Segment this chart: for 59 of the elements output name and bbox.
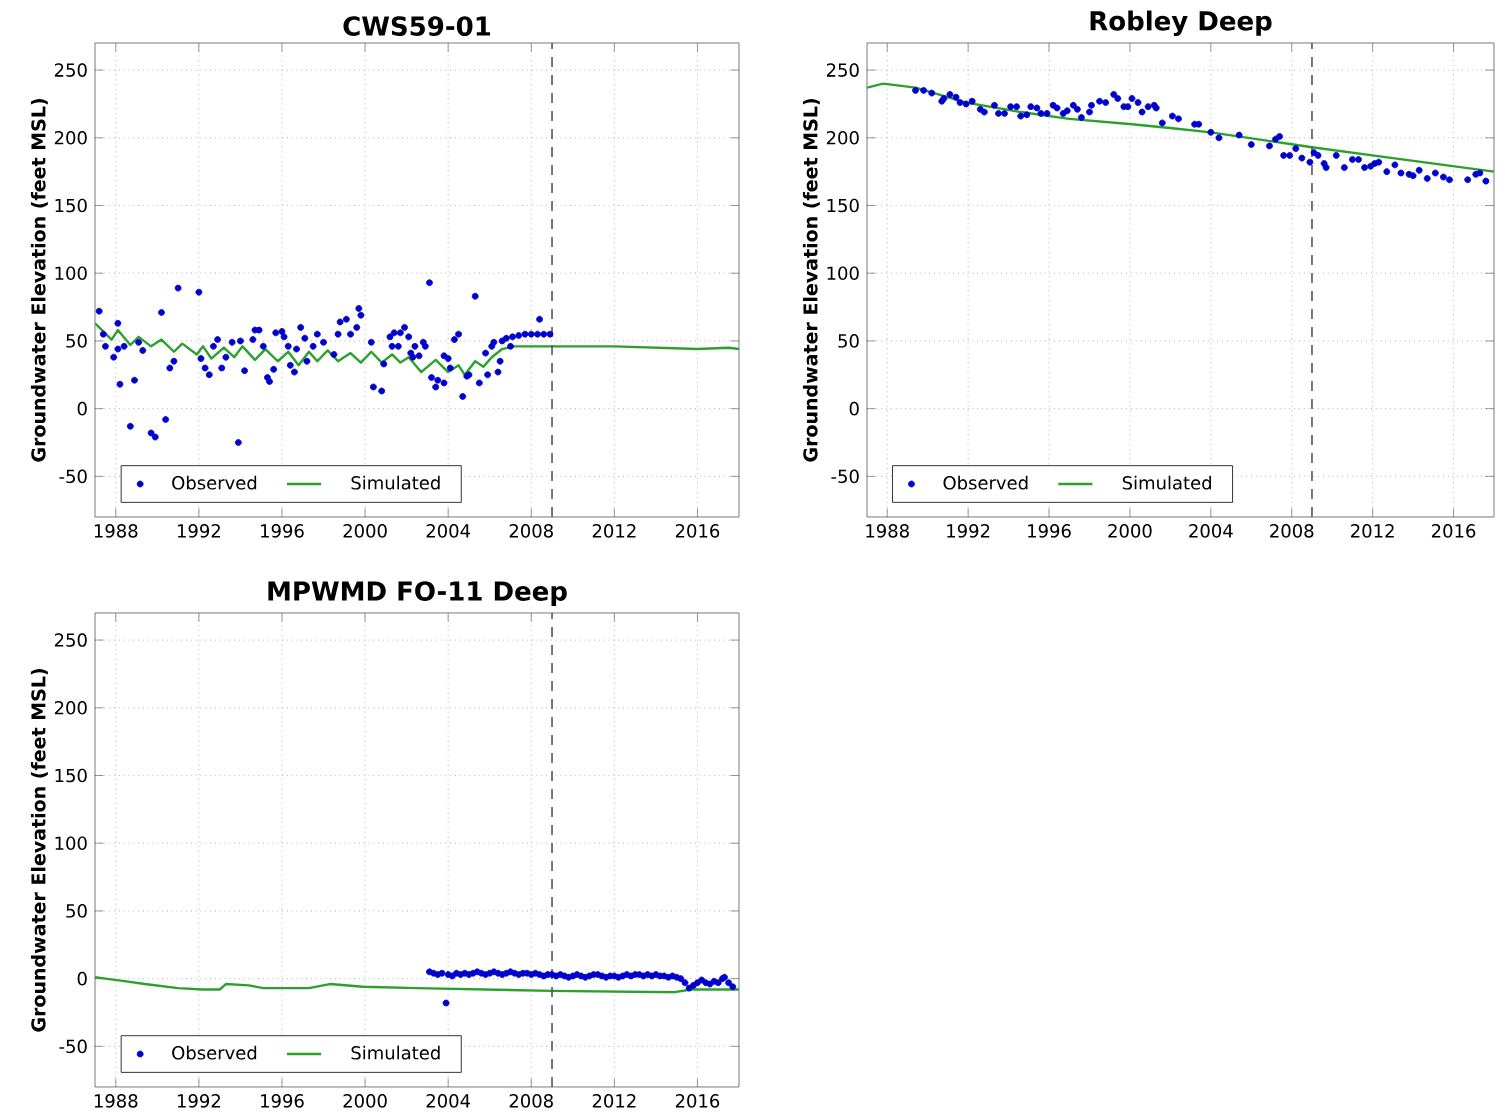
y-tick-label: 250 — [54, 633, 87, 647]
y-axis-title: Groundwater Elevation (feet MSL) — [802, 99, 820, 462]
y-tick-label: 200 — [54, 130, 87, 145]
y-axis-title: Groundwater Elevation (feet MSL) — [30, 99, 48, 462]
x-tick-label: 1992 — [177, 1094, 220, 1108]
x-tick-label: 2004 — [426, 524, 471, 538]
x-tick-label: 1996 — [261, 1094, 304, 1108]
chart-title: Robley Deep — [1090, 10, 1272, 36]
y-tick-label: 0 — [849, 401, 859, 416]
y-tick-label: 0 — [77, 401, 87, 416]
y-tick-label: 200 — [826, 130, 859, 145]
legend-label: Simulated — [351, 1045, 440, 1060]
x-tick-label: 1988 — [94, 1094, 138, 1108]
y-tick-label: 0 — [77, 971, 87, 986]
x-tick-label: 2008 — [509, 1094, 553, 1108]
y-tick-label: -50 — [59, 1039, 87, 1054]
x-tick-label: 2008 — [1270, 524, 1314, 538]
y-tick-label: 150 — [827, 198, 859, 213]
x-tick-label: 2000 — [1108, 524, 1152, 538]
y-tick-label: 150 — [55, 198, 87, 213]
y-tick-label: 100 — [55, 266, 87, 281]
legend-label: Observed — [172, 475, 257, 490]
x-tick-label: 2016 — [675, 524, 720, 538]
y-tick-label: 200 — [54, 700, 87, 715]
y-tick-label: 100 — [827, 266, 859, 281]
chart-title: CWS59-01 — [343, 16, 491, 36]
x-tick-label: 1992 — [177, 524, 220, 538]
x-tick-label: 2012 — [592, 1094, 636, 1108]
x-tick-label: 2004 — [426, 1094, 471, 1108]
x-tick-label: 1992 — [947, 524, 990, 538]
y-tick-label: -50 — [831, 469, 859, 484]
x-tick-label: 1988 — [866, 524, 909, 538]
legend-label: Simulated — [351, 475, 440, 490]
legend-label: Observed — [943, 475, 1028, 490]
line-series — [95, 976, 739, 994]
y-tick-label: 50 — [838, 334, 859, 348]
x-tick-label: 2008 — [509, 524, 553, 538]
x-tick-label: 2012 — [592, 524, 636, 538]
y-tick-label: -50 — [59, 469, 87, 484]
chart-title: MPWMD FO-11 Deep — [268, 581, 567, 606]
x-tick-label: 1988 — [94, 524, 138, 538]
y-tick-label: 150 — [55, 768, 87, 783]
y-tick-label: 250 — [54, 63, 87, 77]
x-tick-label: 2004 — [1189, 524, 1233, 538]
line-series — [867, 82, 1494, 173]
x-tick-label: 2016 — [675, 1094, 720, 1108]
y-axis-title: Groundwater Elevation (feet MSL) — [30, 669, 48, 1032]
x-tick-label: 1996 — [261, 524, 304, 538]
legend-label: Simulated — [1122, 475, 1211, 490]
x-tick-label: 1996 — [1028, 524, 1071, 538]
x-tick-label: 2000 — [343, 524, 387, 538]
y-tick-label: 50 — [66, 904, 87, 918]
legend-label: Observed — [172, 1045, 257, 1060]
y-tick-label: 250 — [826, 63, 859, 77]
y-tick-label: 100 — [55, 836, 87, 851]
x-tick-label: 2012 — [1351, 524, 1394, 538]
x-tick-label: 2000 — [343, 1094, 387, 1108]
x-tick-label: 2016 — [1431, 524, 1476, 538]
y-tick-label: 50 — [66, 334, 87, 348]
